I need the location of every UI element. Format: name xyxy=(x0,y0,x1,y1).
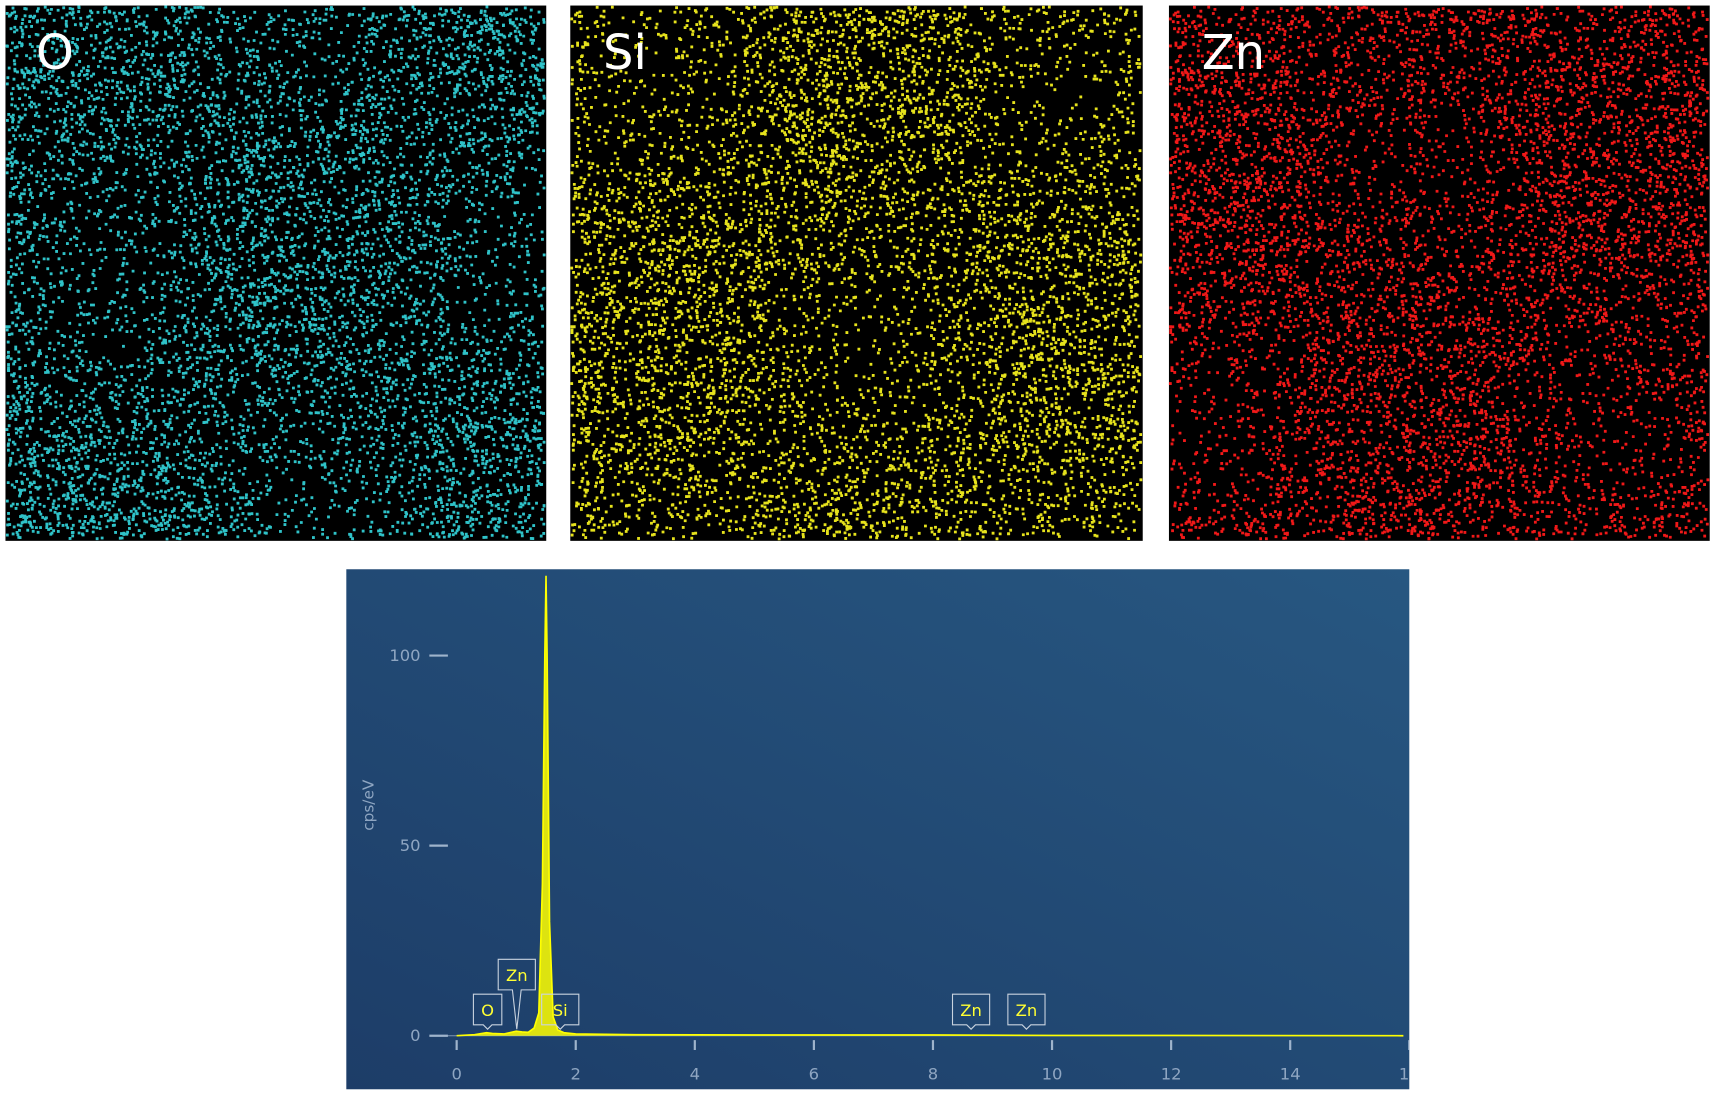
map-label: Zn xyxy=(1202,25,1265,81)
x-tick-label: 4 xyxy=(690,1064,700,1083)
annotation-label: Zn xyxy=(960,1001,982,1020)
y-tick-label: 0 xyxy=(410,1026,420,1045)
x-tick-label: 12 xyxy=(1161,1064,1182,1083)
map-dots xyxy=(1168,5,1710,541)
maps: O Si Zn xyxy=(5,5,1710,541)
y-tick-label: 50 xyxy=(400,836,421,855)
map-dots xyxy=(570,5,1143,541)
annotation-label: Si xyxy=(553,1001,568,1020)
x-tick-label: 2 xyxy=(571,1064,581,1083)
annotation-label: Zn xyxy=(1016,1001,1038,1020)
y-tick-label: 100 xyxy=(389,646,420,665)
annotation-marker xyxy=(472,993,503,1030)
x-tick-label: 0 xyxy=(451,1064,461,1083)
annotation-marker xyxy=(1007,993,1046,1030)
annotation-marker xyxy=(541,993,580,1030)
map-dots xyxy=(5,5,546,541)
y-axis-label: cps/eV xyxy=(360,779,378,831)
spectrum-plot: 0 2 4 6 8 10 12 14 16 0 50 100 cps/eV O Zn Si Zn Zn xyxy=(360,575,1420,1083)
spectrum-line xyxy=(456,575,1404,1037)
map-label: Si xyxy=(603,25,647,81)
x-tick-label: 16 xyxy=(1399,1064,1420,1083)
annotation-marker xyxy=(497,958,536,1030)
map-label: O xyxy=(36,25,74,81)
x-tick-label: 8 xyxy=(928,1064,938,1083)
spectrum-panel xyxy=(346,569,1410,1090)
annotation-label: O xyxy=(481,1001,494,1020)
x-tick-label: 6 xyxy=(809,1064,819,1083)
x-tick-label: 14 xyxy=(1280,1064,1301,1083)
x-tick-label: 10 xyxy=(1042,1064,1063,1083)
annotation-label: Zn xyxy=(506,966,528,985)
annotation-marker xyxy=(951,993,991,1030)
